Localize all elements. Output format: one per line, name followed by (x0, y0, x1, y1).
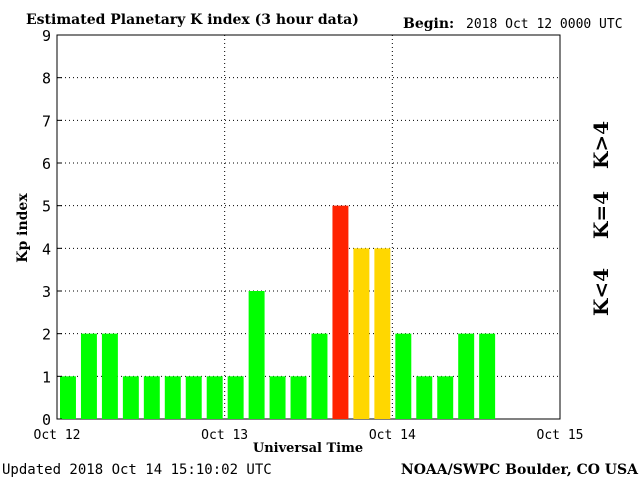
y-tick-label: 5 (42, 198, 51, 216)
kp-bar (416, 376, 433, 419)
kp-bar (164, 376, 181, 419)
y-tick-label: 9 (42, 27, 51, 45)
kp-bar (458, 333, 475, 419)
begin-label: Begin: (403, 16, 454, 32)
y-tick-label: 6 (42, 155, 51, 173)
updated-timestamp: Updated 2018 Oct 14 15:10:02 UTC (2, 462, 272, 478)
kp-bar (353, 248, 370, 419)
y-axis-label: Kp index (15, 193, 31, 263)
kp-bar (60, 376, 76, 419)
kp-bar (269, 376, 286, 419)
chart-title: Estimated Planetary K index (3 hour data… (26, 12, 359, 28)
legend-low: K<4 (589, 268, 613, 316)
x-axis-label: Universal Time (253, 441, 363, 456)
kp-bar (311, 333, 328, 419)
y-tick-label: 3 (42, 283, 51, 301)
y-tick-label: 1 (42, 368, 51, 386)
x-tick-labels: Oct 12 Oct 13 Oct 14 Oct 15 (34, 428, 584, 443)
kp-bar (479, 333, 496, 419)
y-tick-label: 7 (42, 112, 51, 130)
kp-bar (206, 376, 223, 419)
legend-high: K>4 (589, 121, 613, 169)
kp-bar (248, 291, 265, 419)
kp-bar (290, 376, 307, 419)
kp-bar (101, 333, 118, 419)
kp-bar (143, 376, 160, 419)
kp-bar (332, 205, 349, 419)
kp-bar (374, 248, 391, 419)
kp-bar (185, 376, 202, 419)
plot-area: 0 1 2 3 4 5 6 7 8 9 Oct 12 Oct 13 Oct 14 Oct 15 (34, 27, 584, 443)
plot-frame (56, 34, 561, 420)
y-tick-labels: 0 1 2 3 4 5 6 7 8 9 (42, 27, 62, 429)
kp-bar (227, 376, 244, 419)
y-tick-label: 4 (42, 240, 51, 258)
x-tick-label: Oct 15 (537, 428, 584, 443)
x-tick-label: Oct 12 (34, 428, 81, 443)
x-tick-label: Oct 14 (369, 428, 416, 443)
legend: K>4 K=4 K<4 (589, 121, 613, 316)
y-tick-label: 0 (42, 411, 51, 429)
kp-bar (122, 376, 139, 419)
bars (60, 205, 496, 419)
kp-bar (437, 376, 454, 419)
kp-bar (395, 333, 412, 419)
begin-value: 2018 Oct 12 0000 UTC (466, 17, 623, 32)
kp-bar (80, 333, 97, 419)
grid-lines (57, 35, 560, 419)
y-tick-label: 2 (42, 326, 51, 344)
legend-mid: K=4 (589, 191, 613, 239)
source-credit: NOAA/SWPC Boulder, CO USA (401, 462, 639, 478)
y-tick-label: 8 (42, 70, 51, 88)
x-tick-label: Oct 13 (201, 428, 248, 443)
